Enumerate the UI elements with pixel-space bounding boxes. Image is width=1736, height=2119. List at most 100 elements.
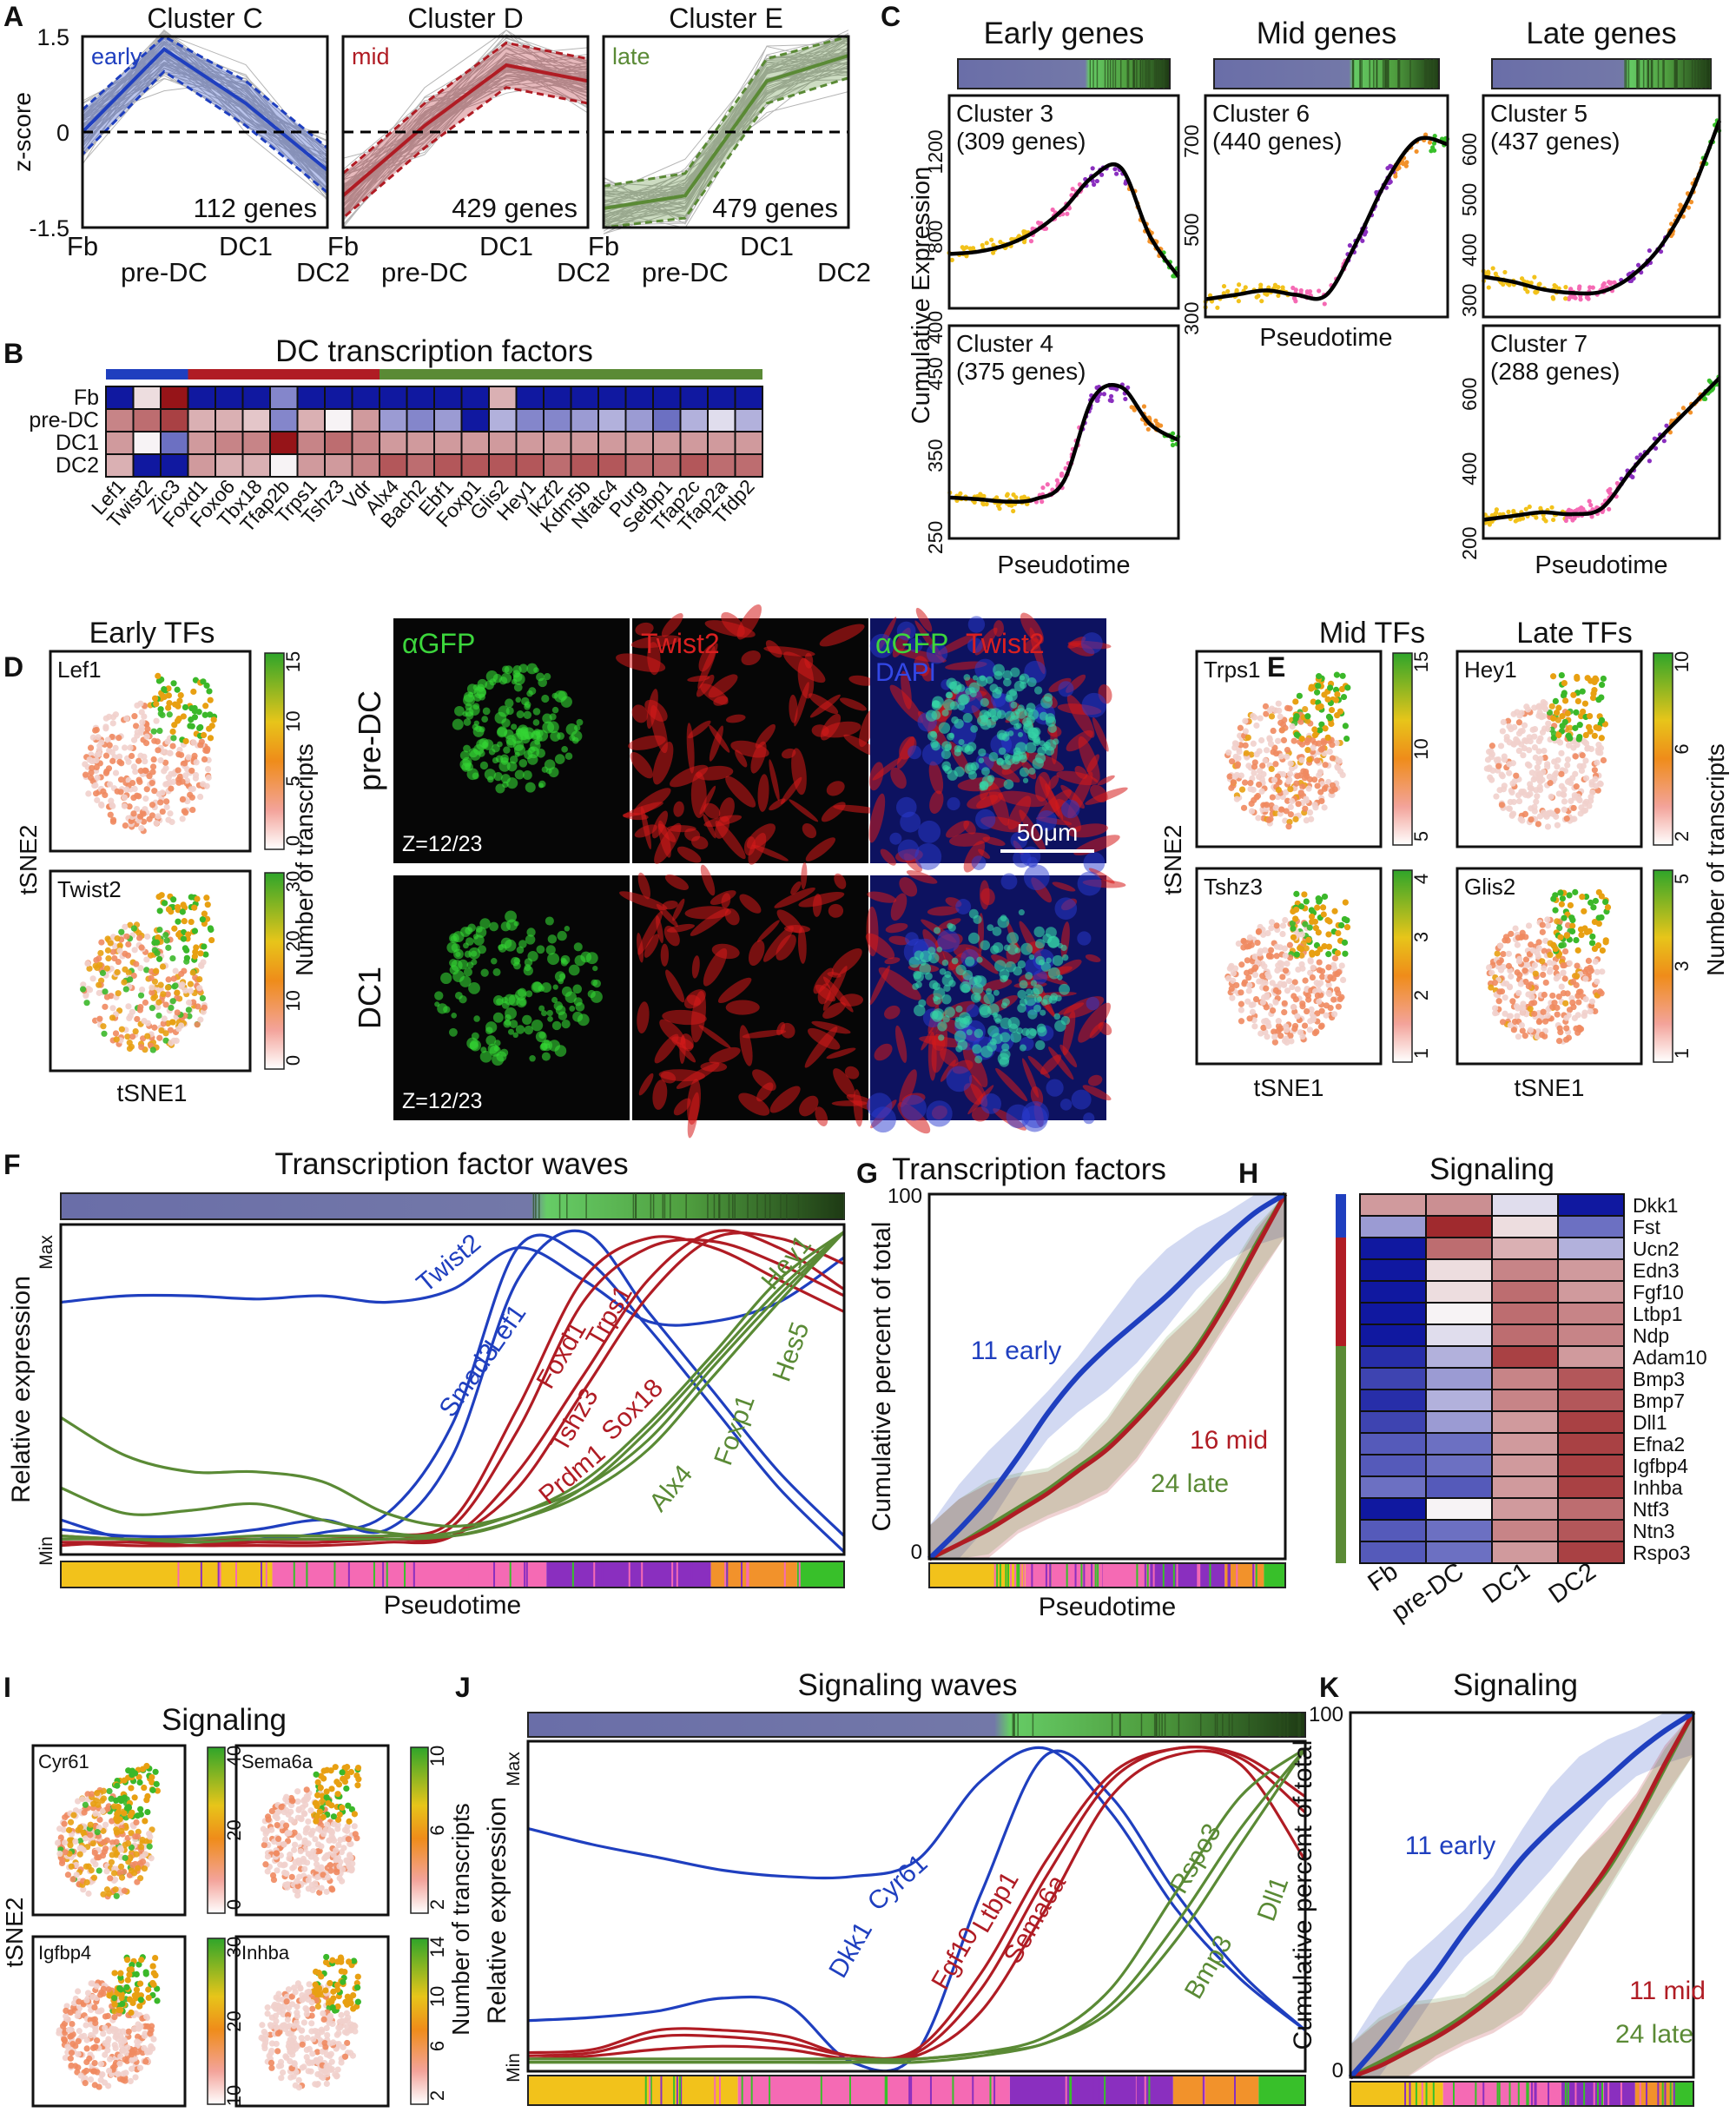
heatmap-cell <box>597 408 627 432</box>
twist2-signal <box>798 891 845 908</box>
gfp-signal <box>954 766 965 777</box>
tsne-cell <box>169 954 176 962</box>
row-label: Adam10 <box>1633 1346 1707 1369</box>
micrograph-row-label: pre-DC <box>352 690 387 791</box>
gfp-signal <box>924 972 933 980</box>
heatmap-cell <box>1557 1389 1625 1412</box>
gene-trace <box>603 68 849 224</box>
twist2-signal <box>703 802 721 819</box>
tsne-cell <box>1341 939 1349 946</box>
twist2-signal <box>704 620 756 638</box>
tsne-cell <box>1325 931 1332 938</box>
gfp-signal <box>451 1012 458 1019</box>
tsne-cell <box>166 699 173 707</box>
tsne-cell <box>1520 1004 1527 1012</box>
panel-letter-K: K <box>1319 1672 1339 1703</box>
dapi-signal <box>908 637 923 653</box>
tsne-cell <box>137 768 144 775</box>
twist2-signal <box>1047 775 1059 790</box>
tsne-cell <box>1273 943 1281 950</box>
twist2-signal <box>743 836 756 856</box>
tsne-cell <box>1486 964 1493 971</box>
tsne-cell <box>155 790 162 797</box>
tsne-cell <box>150 728 157 735</box>
heatmap-cell <box>379 386 408 410</box>
tsne-cell <box>1279 922 1287 929</box>
cell-point <box>1635 262 1641 267</box>
tsne-cell <box>1573 709 1580 716</box>
heatmap-cell <box>1359 1367 1427 1390</box>
tsne-cell <box>166 779 173 786</box>
column-title: Mid genes <box>1257 17 1396 50</box>
tsne-cell <box>1592 1007 1599 1015</box>
twist2-signal <box>725 776 756 808</box>
tsne-cell <box>1298 741 1306 748</box>
tsne-cell <box>1261 963 1268 970</box>
gfp-signal <box>500 756 509 765</box>
tsne-cell <box>1248 941 1255 948</box>
channel-label-gfp: αGFP <box>875 628 948 659</box>
pseudotime-header-bar <box>1213 58 1440 89</box>
tsne-cell <box>1286 705 1293 712</box>
panel-title: Late TFs <box>1516 617 1633 650</box>
gfp-signal <box>933 996 941 1005</box>
twist2-signal <box>774 887 815 908</box>
twist2-signal <box>654 822 682 864</box>
heatmap-cell <box>1557 1541 1625 1564</box>
tsne-cell <box>201 943 208 950</box>
row-label: pre-DC <box>29 408 99 432</box>
cell-point <box>980 242 985 248</box>
tsne-cell <box>142 740 150 747</box>
tsne-cell <box>1534 764 1541 771</box>
gfp-signal <box>960 983 971 993</box>
gfp-signal <box>557 930 567 941</box>
tsne-cell <box>1293 951 1300 958</box>
tsne-cell <box>166 749 174 756</box>
tsne-cell <box>121 979 128 986</box>
cell-point <box>1520 516 1526 521</box>
heatmap-cell <box>570 386 599 410</box>
tsne-cell <box>1324 734 1331 741</box>
gfp-signal <box>957 1040 968 1051</box>
tsne-cell <box>1238 1000 1244 1007</box>
gfp-signal <box>533 667 539 673</box>
gfp-signal <box>434 991 444 1000</box>
tsne-cell <box>138 987 146 993</box>
tsne-cell <box>201 711 208 718</box>
gfp-signal <box>1020 681 1027 690</box>
tsne-cell <box>1294 773 1301 780</box>
cell-point <box>1570 294 1575 300</box>
tsne-cell <box>1225 975 1232 982</box>
tsne-cell <box>151 1024 158 1031</box>
tsne-cell <box>1539 958 1546 965</box>
tsne-cell <box>188 716 195 723</box>
gfp-signal <box>1024 993 1037 1007</box>
gfp-signal <box>545 916 554 926</box>
tsne-cell <box>1578 931 1585 939</box>
colorbar-tick: 2 <box>1671 831 1693 842</box>
gfp-signal <box>526 927 536 937</box>
gfp-signal <box>551 996 558 1004</box>
tsne-cell <box>204 915 211 922</box>
tsne-cell <box>1554 763 1561 770</box>
tsne-cell <box>112 711 119 718</box>
tsne-cell <box>1271 776 1278 783</box>
tsne-cell <box>155 955 163 962</box>
tsne-cell <box>1279 721 1287 728</box>
tsne-cell <box>1277 753 1284 760</box>
tsne-cell <box>187 791 194 798</box>
tsne-cell <box>1266 736 1273 743</box>
tsne-cell <box>1325 778 1332 786</box>
tsne-cell <box>1535 759 1542 766</box>
tsne-cell <box>1248 1001 1255 1008</box>
tsne-cell <box>121 802 128 809</box>
gfp-signal <box>592 965 598 972</box>
tsne-cell <box>1273 953 1280 960</box>
tsne-cell <box>188 918 195 926</box>
tsne-cell <box>201 756 208 763</box>
twist2-signal <box>1039 776 1064 821</box>
tsne-cell <box>1228 962 1235 969</box>
tsne-cell <box>135 757 142 764</box>
cluster-label: Cluster 4 <box>956 330 1053 357</box>
twist2-signal <box>828 903 844 918</box>
